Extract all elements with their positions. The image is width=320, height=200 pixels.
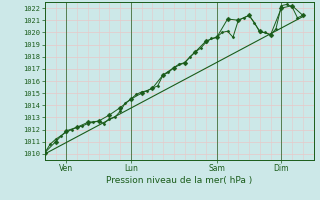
X-axis label: Pression niveau de la mer( hPa ): Pression niveau de la mer( hPa ) xyxy=(106,176,252,185)
